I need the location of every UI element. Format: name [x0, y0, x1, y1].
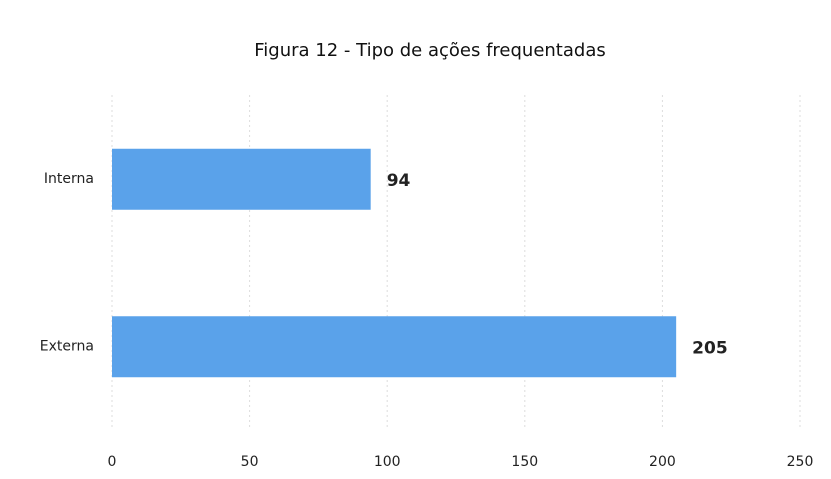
- y-tick-label: Externa: [40, 338, 94, 354]
- bar: [112, 148, 371, 210]
- bar: [112, 316, 677, 378]
- x-tick-label: 100: [374, 454, 401, 470]
- x-tick-label: 50: [241, 454, 259, 470]
- x-tick-label: 150: [511, 454, 538, 470]
- data-label: 94: [387, 171, 411, 191]
- chart-title: Figura 12 - Tipo de ações frequentadas: [254, 40, 605, 61]
- y-tick-label: Interna: [44, 171, 94, 187]
- x-tick-label: 200: [649, 454, 676, 470]
- x-tick-label: 250: [787, 454, 814, 470]
- x-tick-label: 0: [108, 454, 117, 470]
- data-label: 205: [692, 338, 728, 358]
